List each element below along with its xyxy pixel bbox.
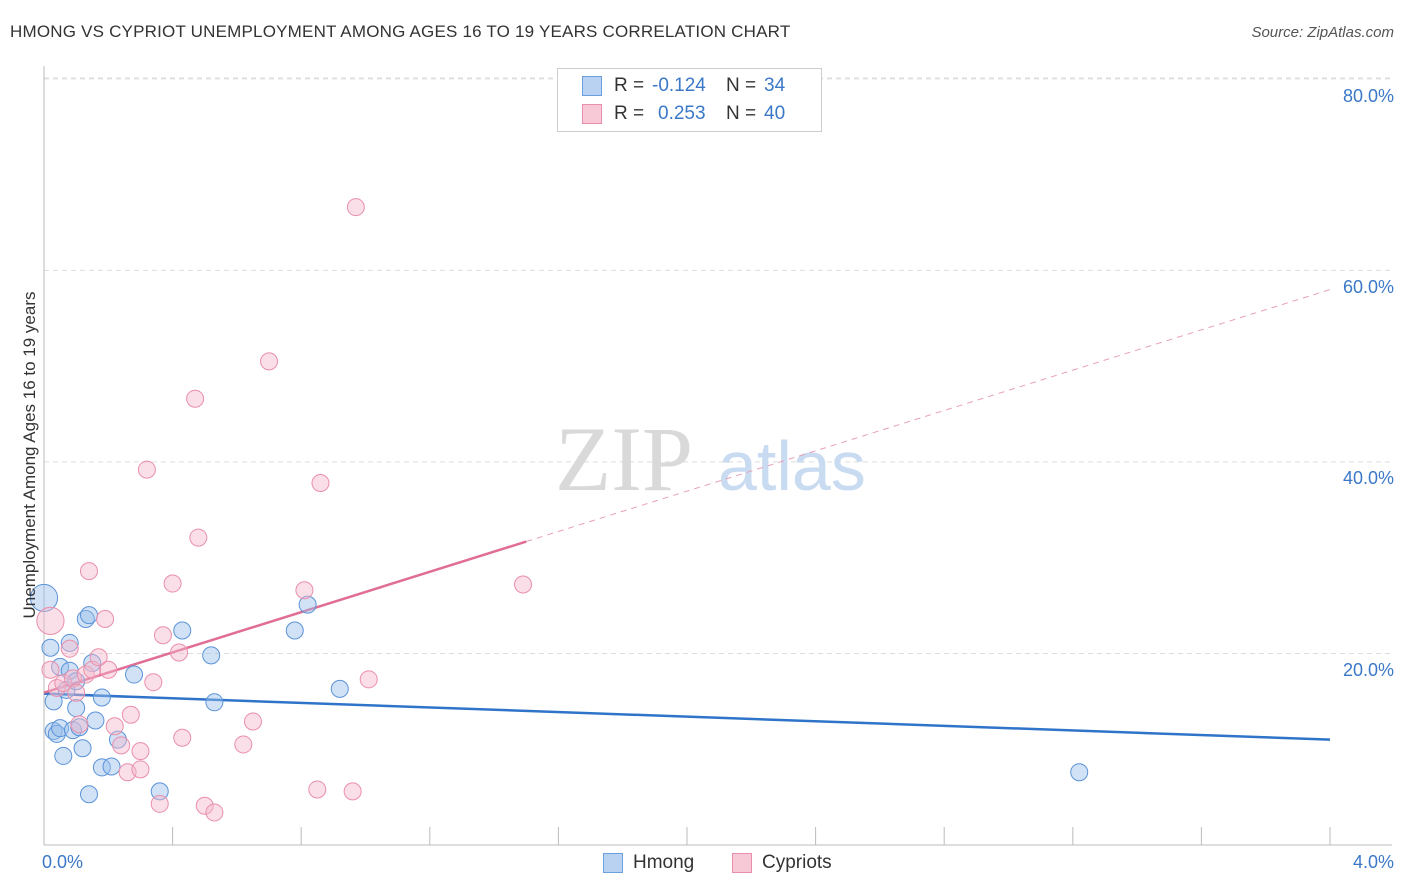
watermark-zip: ZIP [555,408,693,510]
legend-r-label: R = [614,103,645,124]
hmong-point [44,692,63,711]
legend-swatch-hmong [582,76,602,96]
y-tick-label-20: 20.0% [1342,660,1394,680]
cypriots-point [105,717,124,736]
series-legend-cypriots[interactable]: Cypriots [732,852,832,874]
cypriots-point [346,198,365,217]
hmong-point [73,739,92,758]
trend-line-solid [43,540,527,694]
legend-row-hmong: R = -0.124 N = 34 [582,72,785,100]
hmong-point [80,606,99,625]
hmong-point [86,711,105,730]
trend-line-solid [43,692,1331,741]
legend-n-value: 34 [764,75,786,96]
cypriots-point [295,581,314,600]
hmong-point [102,757,121,776]
series-legend: Hmong Cypriots [0,852,1406,878]
series-legend-label: Hmong [633,852,695,873]
hmong-point [108,730,127,749]
hmong-point [330,679,349,698]
cypriots-point [41,660,60,679]
cypriots-point [359,670,378,689]
y-axis-title: Unemployment Among Ages 16 to 19 years [20,291,39,619]
series-legend-label: Cypriots [762,852,832,873]
cypriots-point [54,674,73,693]
cypriots-point [343,782,362,801]
legend-row-cypriots: R = 0.253 N = 40 [582,100,785,128]
legend-r-value: 0.253 [658,103,706,124]
cypriots-point [36,606,65,636]
hmong-point [92,688,111,707]
axes [43,66,1392,846]
hmong-point [125,665,144,684]
hmong-point [80,785,99,804]
cypriots-point [60,639,79,658]
cypriots-point [170,643,189,662]
cypriots-point [153,626,172,645]
cypriots-point [89,648,108,667]
cypriots-point [186,389,205,408]
hmong-point [92,758,111,777]
legend-r-value: -0.124 [652,75,706,96]
trend-lines [43,289,1331,741]
x-tick-label-max: 4.0% [1352,852,1394,872]
gridlines [44,77,1392,654]
cypriots-point [195,796,214,815]
cypriots-point [163,574,182,593]
hmong-point [29,583,59,613]
cypriots-point [514,575,533,594]
cypriots-point [131,742,150,761]
cypriots-point [150,794,169,813]
cypriots-point [173,728,192,747]
cypriots-point [67,683,86,702]
legend-r-label: R = [614,75,645,96]
legend-swatch-cypriots [732,853,752,873]
legend-swatch-hmong [603,853,623,873]
cypriots-point [121,705,140,724]
series-legend-hmong[interactable]: Hmong [603,852,694,874]
legend-n-label: N = [726,103,757,124]
cypriots-point [234,735,253,754]
cypriots-point [311,473,330,492]
legend-n-value: 40 [764,103,786,124]
hmong-point [205,693,224,712]
cypriots-point [308,780,327,799]
cypriots-point [137,460,156,479]
cypriots-point [189,528,208,547]
watermark-atlas: atlas [718,427,866,505]
hmong-point [1070,763,1089,782]
hmong-point [41,638,60,657]
hmong-point [54,746,73,765]
cypriots-point [243,712,262,731]
y-tick-label-80: 80.0% [1342,86,1394,106]
chart-title: HMONG VS CYPRIOT UNEMPLOYMENT AMONG AGES… [10,22,791,41]
trend-line-dashed [526,289,1331,543]
hmong-point [150,782,169,801]
hmong-point [298,595,317,614]
hmong-point [67,699,86,718]
y-tick-label-60: 60.0% [1342,277,1394,297]
x-tick-label-min: 0.0% [42,852,84,872]
cypriots-point [205,803,224,822]
cypriots-point [260,352,279,371]
legend-swatch-cypriots [582,104,602,124]
cypriots-point [131,760,150,779]
legend-n-label: N = [726,75,757,96]
cypriots-point [112,736,131,755]
hmong-point [202,646,221,665]
source-credit: Source: ZipAtlas.com [1251,24,1394,41]
data-points [29,198,1089,822]
hmong-point [285,621,304,640]
cypriots-point [70,715,89,734]
cypriots-point [99,660,118,679]
cypriots-point [144,673,163,692]
correlation-legend: R = -0.124 N = 34 R = 0.253 N = 40 [557,68,822,132]
hmong-point [60,633,79,652]
hmong-point [173,621,192,640]
cypriots-point [80,562,99,581]
cypriots-point [96,609,115,628]
y-tick-label-40: 40.0% [1342,468,1394,488]
